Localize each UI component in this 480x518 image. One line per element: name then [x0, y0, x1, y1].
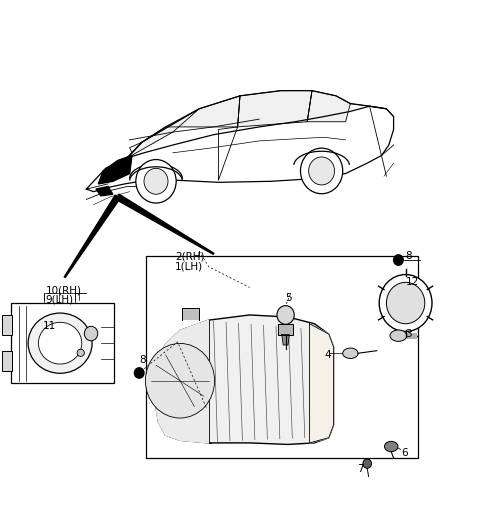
- Polygon shape: [310, 324, 334, 443]
- Polygon shape: [282, 335, 289, 345]
- Polygon shape: [116, 194, 214, 254]
- Polygon shape: [182, 308, 199, 320]
- Circle shape: [300, 148, 343, 194]
- Text: 10(RH): 10(RH): [46, 285, 82, 295]
- Ellipse shape: [384, 441, 398, 452]
- Circle shape: [134, 368, 144, 378]
- Polygon shape: [151, 320, 209, 443]
- Circle shape: [363, 459, 372, 468]
- Circle shape: [277, 306, 294, 324]
- Text: 2(RH): 2(RH): [175, 251, 204, 262]
- Circle shape: [145, 343, 215, 418]
- Bar: [2, 315, 12, 335]
- Polygon shape: [96, 186, 113, 196]
- Polygon shape: [64, 195, 120, 278]
- Text: 5: 5: [286, 293, 292, 303]
- Circle shape: [394, 255, 403, 265]
- Circle shape: [84, 326, 98, 341]
- Polygon shape: [307, 91, 350, 122]
- Circle shape: [309, 157, 335, 185]
- Polygon shape: [151, 315, 334, 444]
- Text: 8: 8: [406, 251, 412, 262]
- Polygon shape: [98, 155, 132, 184]
- Text: 9(LH): 9(LH): [46, 294, 74, 305]
- Ellipse shape: [77, 349, 84, 356]
- Text: 12: 12: [406, 277, 419, 287]
- Bar: [2, 351, 12, 371]
- Ellipse shape: [28, 313, 92, 373]
- Polygon shape: [407, 333, 417, 339]
- Bar: [87, 329, 95, 338]
- Polygon shape: [127, 109, 199, 158]
- Ellipse shape: [390, 330, 407, 341]
- Circle shape: [386, 282, 425, 324]
- Text: 4: 4: [324, 350, 331, 360]
- Polygon shape: [278, 324, 293, 335]
- Ellipse shape: [343, 348, 358, 358]
- Text: 1(LH): 1(LH): [175, 262, 204, 272]
- Circle shape: [379, 275, 432, 332]
- Text: 7: 7: [358, 464, 364, 474]
- Circle shape: [136, 160, 176, 203]
- Bar: [11, 303, 114, 383]
- Text: 8: 8: [139, 355, 146, 365]
- Text: 11: 11: [43, 321, 57, 332]
- Text: 3: 3: [406, 329, 412, 339]
- Polygon shape: [142, 96, 240, 142]
- Bar: [146, 256, 418, 458]
- Text: 6: 6: [401, 448, 408, 458]
- Ellipse shape: [38, 322, 82, 364]
- Circle shape: [144, 168, 168, 194]
- Polygon shape: [238, 91, 312, 127]
